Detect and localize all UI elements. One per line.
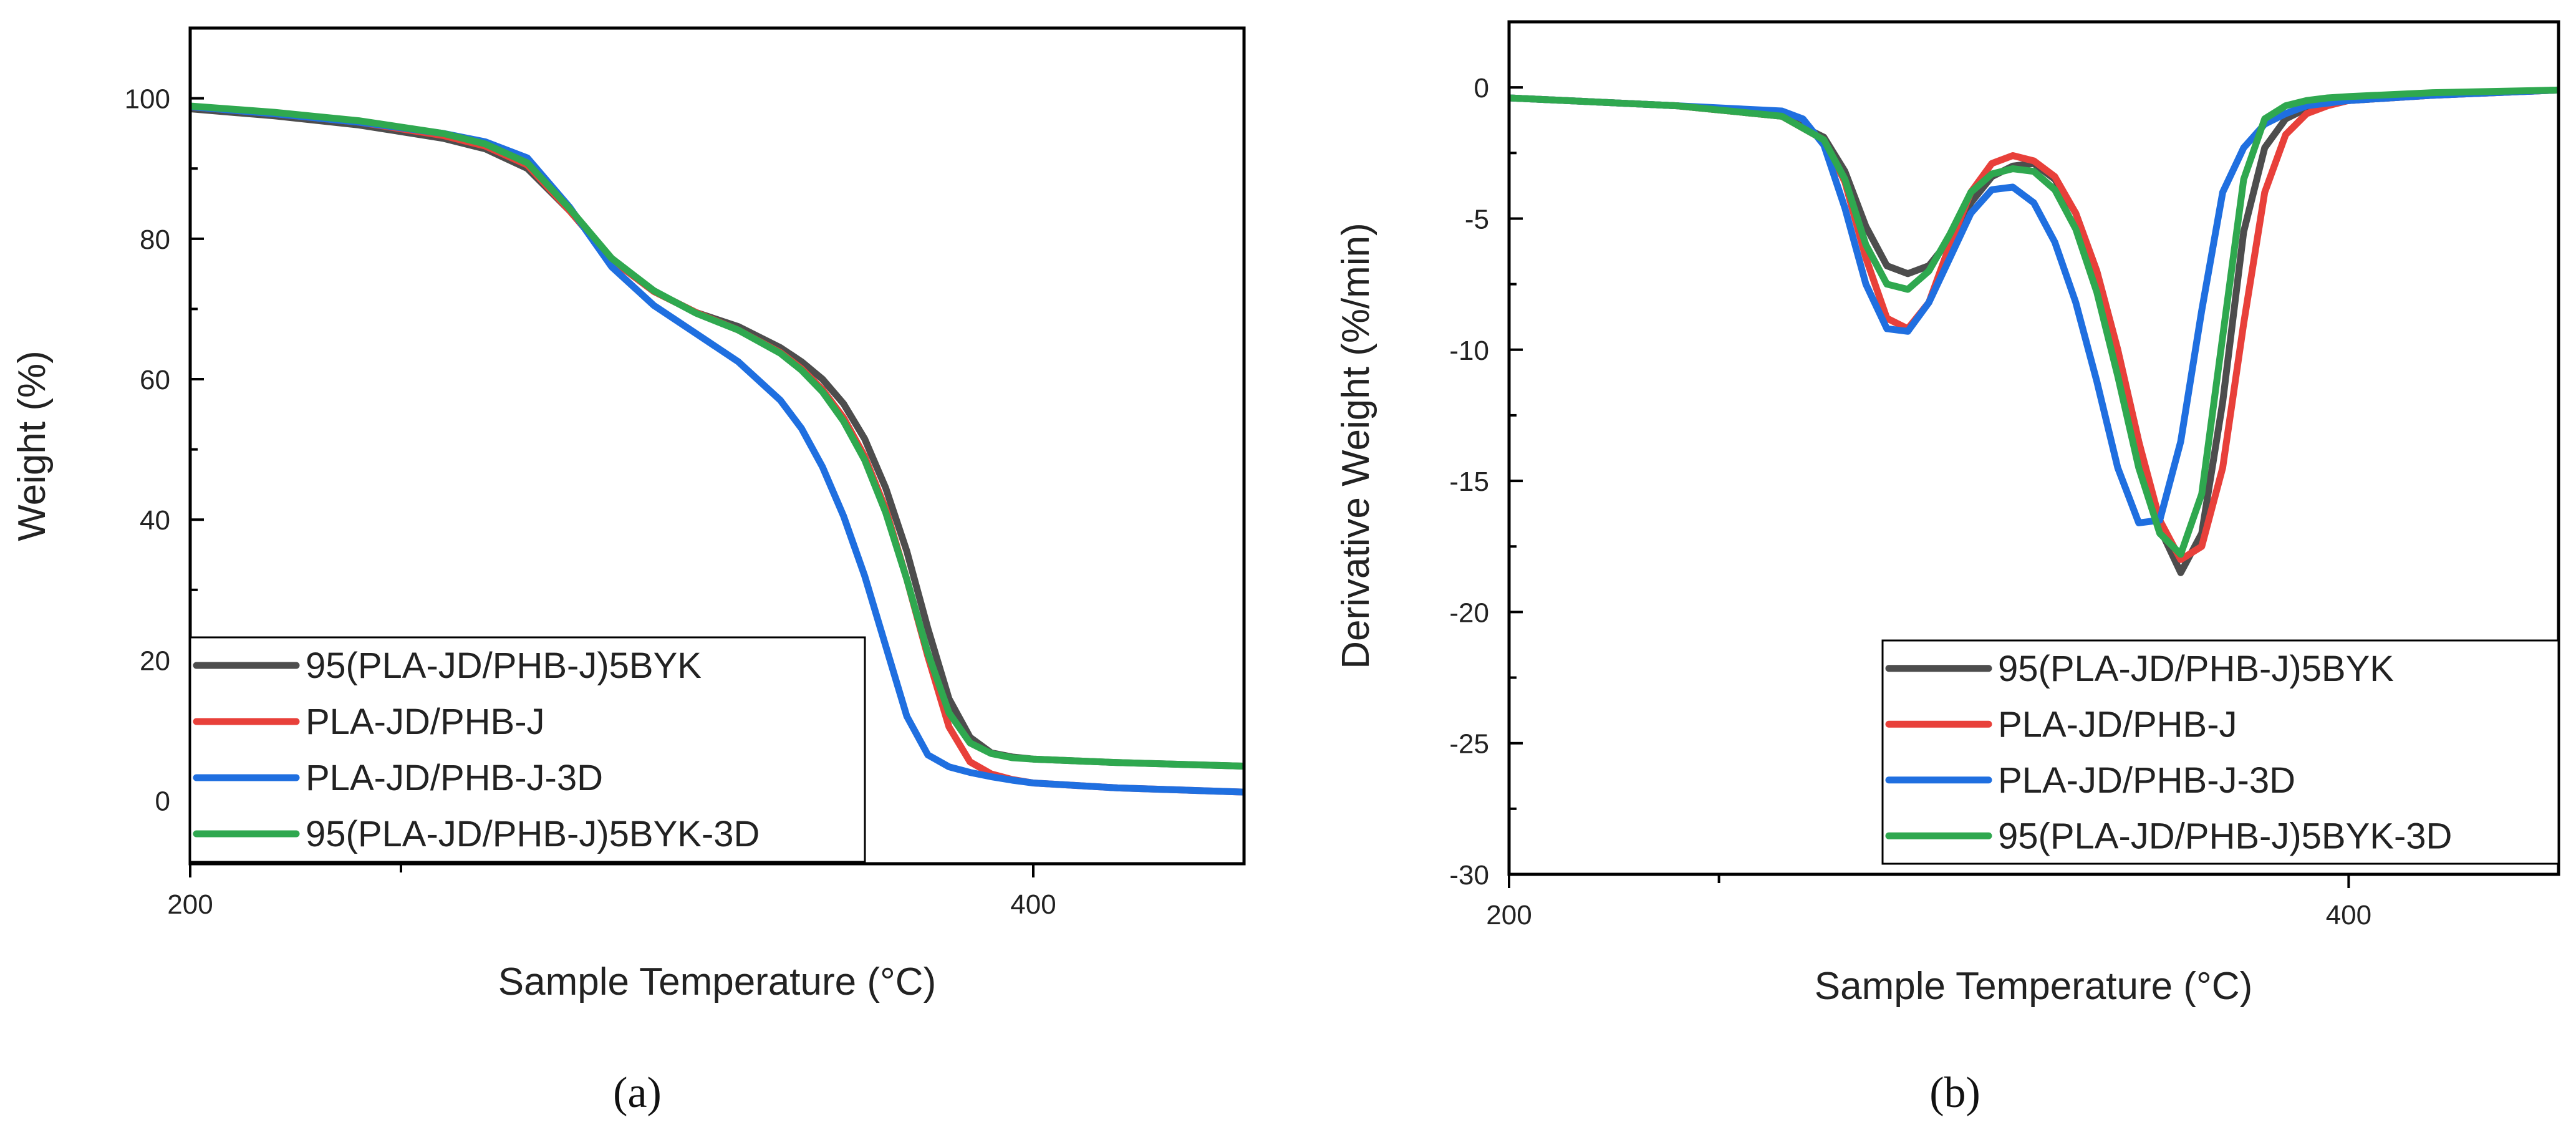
series-line-b-4 bbox=[1509, 86, 2559, 558]
y-tick-label-b: -5 bbox=[1465, 204, 1489, 234]
panel-label-a: (a) bbox=[613, 1069, 662, 1117]
legend-label-a-1: 95(PLA-JD/PHB-J)5BYK bbox=[306, 645, 702, 686]
legend-label-b-1: 95(PLA-JD/PHB-J)5BYK bbox=[1998, 649, 2394, 689]
x-tick-label-a: 400 bbox=[1010, 889, 1056, 920]
legend-label-b-3: PLA-JD/PHB-J-3D bbox=[1998, 760, 2295, 801]
y-tick-label-a: 0 bbox=[155, 786, 170, 817]
x-axis-label-a: Sample Temperature (°C) bbox=[498, 960, 936, 1003]
y-tick-label-b: -20 bbox=[1449, 597, 1489, 628]
y-tick-label-b: -30 bbox=[1449, 860, 1489, 891]
y-tick-label-a: 80 bbox=[140, 225, 170, 255]
x-axis-label-b: Sample Temperature (°C) bbox=[1815, 965, 2252, 1008]
legend-label-b-2: PLA-JD/PHB-J bbox=[1998, 704, 2237, 745]
series-group-b bbox=[1509, 86, 2559, 576]
series-line-a-4 bbox=[190, 102, 1244, 770]
chart-panel-b: -30 -25 -20 -15 -10 -5 0 200 400 Sample Temperatu… bbox=[1334, 20, 2560, 1008]
legend-box-a bbox=[189, 636, 866, 863]
chart-panel-a: 0 20 40 60 80 100 200 400 Sample Temperature (°C… bbox=[11, 26, 1246, 1003]
legend-box-b bbox=[1881, 639, 2560, 865]
legend-label-a-3: PLA-JD/PHB-J-3D bbox=[306, 758, 603, 798]
plot-frame-b bbox=[1507, 20, 2560, 876]
y-tick-label-a: 100 bbox=[125, 84, 170, 115]
y-tick-label-b: 0 bbox=[1474, 73, 1489, 104]
y-tick-label-b: -25 bbox=[1449, 729, 1489, 760]
series-line-b-2 bbox=[1509, 86, 2559, 563]
x-tick-label-b: 200 bbox=[1486, 900, 1532, 930]
legend-a: 95(PLA-JD/PHB-J)5BYK PLA-JD/PHB-J PLA-JD/P… bbox=[189, 636, 866, 863]
y-tick-label-b: -15 bbox=[1449, 466, 1489, 497]
y-tick-label-a: 60 bbox=[140, 365, 170, 395]
y-tick-label-a: 40 bbox=[140, 505, 170, 536]
plot-frame-a bbox=[188, 26, 1246, 866]
legend-label-a-2: PLA-JD/PHB-J bbox=[306, 702, 545, 742]
legend-label-b-4: 95(PLA-JD/PHB-J)5BYK-3D bbox=[1998, 816, 2452, 856]
y-tick-label-a: 20 bbox=[140, 645, 170, 676]
y-axis-label-b: Derivative Weight (%/min) bbox=[1334, 223, 1377, 669]
x-tick-label-b: 400 bbox=[2326, 900, 2371, 930]
x-tick-label-a: 200 bbox=[167, 889, 213, 920]
y-tick-label-b: -10 bbox=[1449, 336, 1489, 366]
panel-label-b: (b) bbox=[1929, 1069, 1980, 1117]
y-axis-label-a: Weight (%) bbox=[11, 350, 54, 541]
legend-label-a-4: 95(PLA-JD/PHB-J)5BYK-3D bbox=[306, 814, 760, 854]
series-group-a bbox=[190, 102, 1244, 796]
legend-b: 95(PLA-JD/PHB-J)5BYK PLA-JD/PHB-J PLA-JD/P… bbox=[1881, 639, 2560, 865]
